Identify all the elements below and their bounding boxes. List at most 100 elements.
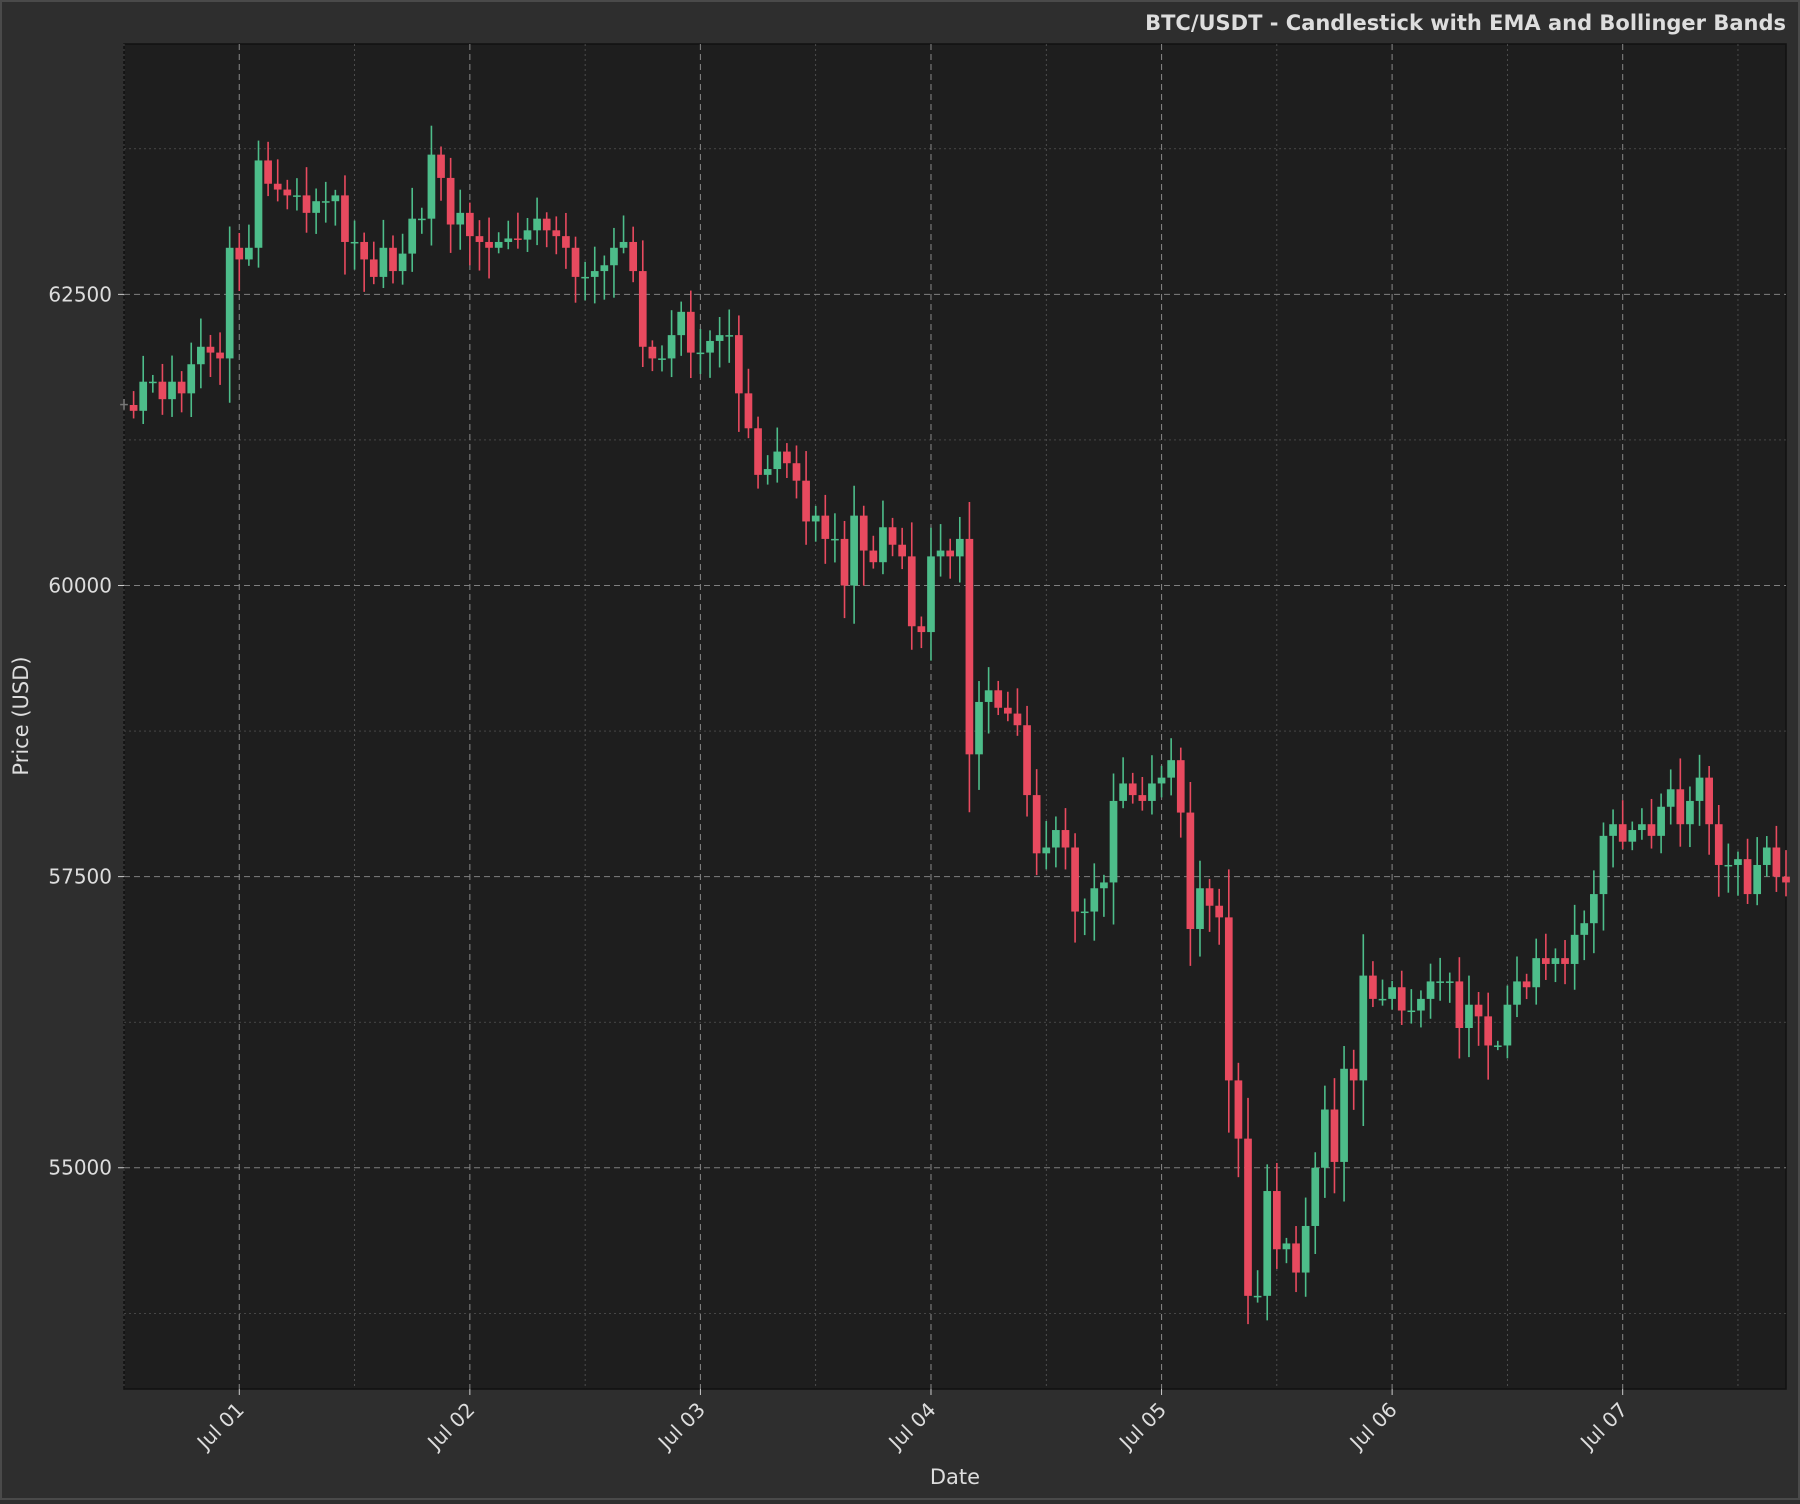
candle-body <box>350 241 359 244</box>
candle-body <box>254 160 263 248</box>
candle-body <box>1042 847 1051 854</box>
candle-body <box>1493 1045 1502 1047</box>
candle-body <box>456 212 465 225</box>
candle <box>763 455 772 485</box>
candle <box>744 368 753 439</box>
candle <box>686 290 695 379</box>
candle <box>177 371 186 413</box>
candle-body <box>216 352 224 359</box>
candle <box>638 240 647 367</box>
candle <box>1618 800 1627 849</box>
candle-body <box>638 271 647 347</box>
candle-body <box>206 346 215 353</box>
candle <box>321 181 330 223</box>
candle-body <box>936 550 945 557</box>
candle-body <box>417 218 426 221</box>
candle <box>1772 825 1781 892</box>
candle <box>773 427 782 483</box>
candle-body <box>1128 783 1137 796</box>
candle-body <box>1541 958 1550 964</box>
candle-body <box>600 265 609 272</box>
y-tick-label: 60000 <box>48 573 112 597</box>
candle-body <box>1724 864 1733 867</box>
candle <box>1205 878 1214 932</box>
candle-body <box>331 195 340 202</box>
candle-body <box>1349 1068 1358 1081</box>
candle-body <box>1148 783 1156 801</box>
candle <box>1359 934 1368 1126</box>
candle <box>273 159 282 202</box>
candle <box>1119 757 1127 809</box>
candle <box>1570 904 1579 990</box>
candle-body <box>1426 981 1435 999</box>
candle <box>514 212 522 249</box>
candle <box>360 232 369 292</box>
candle-body <box>1705 777 1713 825</box>
candle-body <box>619 241 628 248</box>
candle-body <box>552 230 561 237</box>
candle-body <box>1061 830 1070 848</box>
candle <box>706 330 714 378</box>
candle-body <box>725 335 734 337</box>
candle <box>1013 688 1022 736</box>
candle-body <box>1359 975 1368 1081</box>
candle-body <box>955 538 964 557</box>
candle <box>629 226 638 283</box>
candle-body <box>1503 1004 1512 1046</box>
candle-body <box>1397 987 1406 1011</box>
candle-body <box>187 364 196 394</box>
candle-body <box>1311 1167 1320 1226</box>
candle-body <box>379 247 388 277</box>
candle <box>1196 860 1204 957</box>
candle-body <box>773 451 782 470</box>
candle-body <box>1023 725 1031 796</box>
candle <box>1590 870 1598 954</box>
candle <box>1532 938 1541 1005</box>
candle-body <box>975 701 983 755</box>
candle <box>1762 836 1771 877</box>
candle <box>696 329 705 375</box>
candle-body <box>283 189 292 196</box>
candle <box>1513 956 1521 1018</box>
candle <box>1407 989 1416 1024</box>
candle-body <box>1590 894 1598 924</box>
y-tick-label: 57500 <box>48 865 112 889</box>
candle-body <box>1484 1016 1493 1046</box>
candle <box>120 398 128 410</box>
candle <box>139 355 148 425</box>
candle-body <box>888 527 897 545</box>
candle-body <box>1205 888 1214 906</box>
candle-body <box>1052 830 1060 848</box>
candle <box>1445 972 1454 1003</box>
candle <box>667 310 676 378</box>
candle-body <box>1301 1225 1310 1273</box>
candle-body <box>1340 1068 1348 1162</box>
candle-body <box>1157 777 1166 784</box>
candle <box>466 202 474 266</box>
candle-body <box>927 556 935 633</box>
candle <box>735 315 743 432</box>
candle <box>1224 869 1233 1133</box>
candles-layer <box>120 125 1790 1325</box>
candle <box>533 197 541 246</box>
candle-body <box>1772 847 1781 877</box>
candle <box>1282 1237 1291 1264</box>
candle-body <box>120 403 128 406</box>
candle <box>811 505 820 542</box>
candle <box>417 207 426 234</box>
candle <box>1522 973 1531 1000</box>
candle <box>1321 1085 1329 1198</box>
candle <box>456 189 465 250</box>
candle-body <box>523 230 532 240</box>
candle <box>658 345 666 372</box>
candle <box>1138 776 1147 811</box>
candle-body <box>1445 981 1454 983</box>
candle <box>1003 691 1012 722</box>
candle-body <box>158 381 167 400</box>
candle <box>1628 821 1637 851</box>
candle <box>725 309 734 363</box>
candle <box>1638 808 1646 840</box>
candle-body <box>1234 1080 1243 1139</box>
candle <box>1580 910 1589 961</box>
